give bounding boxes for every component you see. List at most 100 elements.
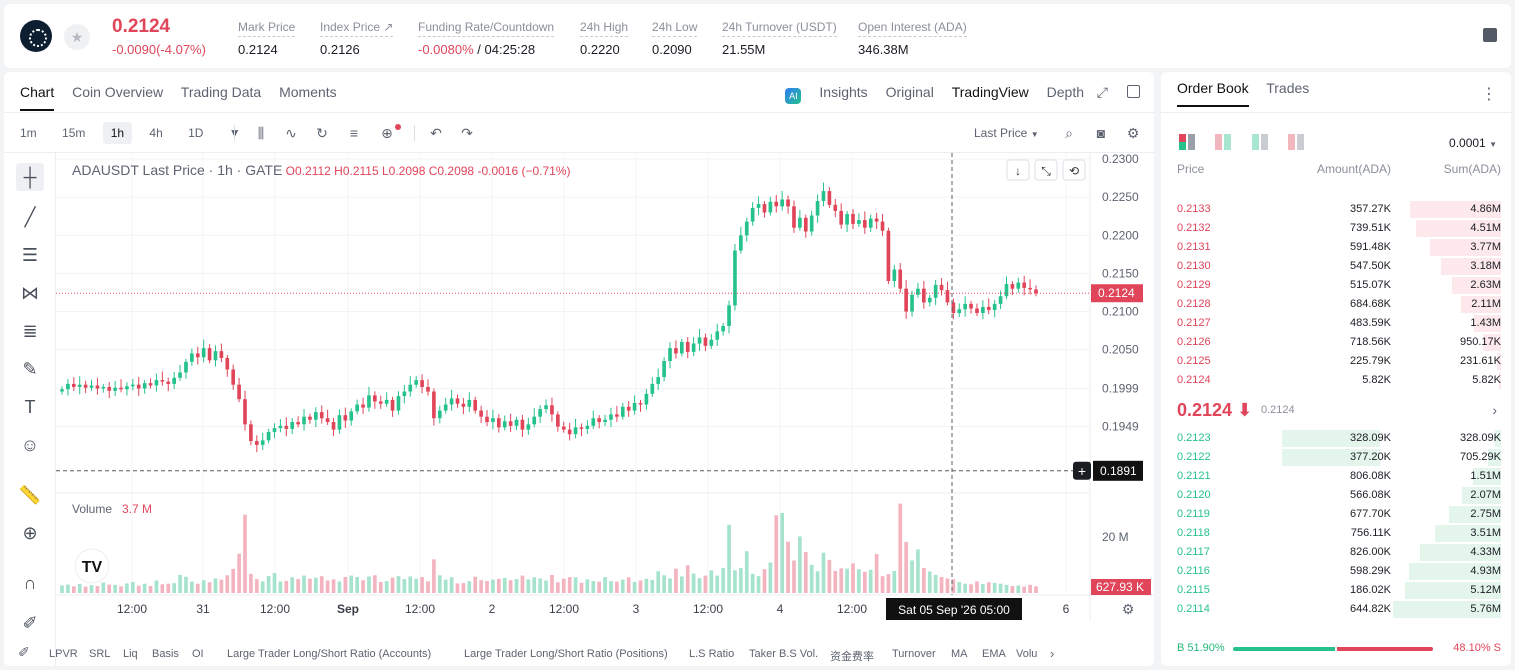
indicator-8[interactable]: Taker B.S Vol. (749, 648, 819, 660)
settings-gear-icon[interactable]: ⚙ (1126, 125, 1140, 141)
order-price: 0.2121 (1177, 470, 1211, 482)
tab-trades[interactable]: Trades (1266, 80, 1310, 96)
bid-row[interactable]: 0.2120 566.08K 2.07M (1161, 486, 1511, 505)
ask-row[interactable]: 0.2131 591.48K 3.77M (1161, 238, 1511, 257)
bid-row[interactable]: 0.2115 186.02K 5.12M (1161, 581, 1511, 600)
bids-mode-icon[interactable] (1251, 134, 1268, 150)
tab-trading-data[interactable]: Trading Data (180, 84, 262, 100)
add-indicator-icon[interactable]: ⊕ (381, 125, 393, 141)
candle-body (508, 421, 513, 426)
volume-bar (249, 573, 253, 593)
indicators-icon[interactable]: ∿ (285, 125, 297, 141)
indicator-11[interactable]: MA (951, 648, 968, 660)
horizontal-lines-icon[interactable]: ☰ (21, 245, 39, 265)
search-icon[interactable]: ⌕ (1065, 125, 1073, 141)
indicator-12[interactable]: EMA (982, 648, 1006, 660)
stat-mark-price[interactable]: Mark Price 0.2124 (238, 20, 296, 57)
insights-button[interactable]: AI Insights (771, 84, 868, 104)
fib-icon[interactable]: ≣ (22, 321, 38, 341)
window-icon[interactable] (1127, 85, 1140, 98)
bid-row[interactable]: 0.2121 806.08K 1.51M (1161, 467, 1511, 486)
redo-icon[interactable]: ↷ (461, 125, 473, 141)
replay-icon[interactable]: ↻ (316, 125, 328, 141)
indicator-3[interactable]: Basis (152, 648, 179, 660)
bid-row[interactable]: 0.2122 377.20K 705.29K (1161, 448, 1511, 467)
bid-row[interactable]: 0.2118 756.11K 3.51M (1161, 524, 1511, 543)
notebook-icon[interactable] (1483, 28, 1497, 42)
timeframe-1d[interactable]: 1D (188, 126, 204, 140)
undo-icon[interactable]: ↶ (430, 125, 442, 141)
zoom-in-icon[interactable]: ⊕ (22, 523, 38, 543)
ask-row[interactable]: 0.2130 547.50K 3.18M (1161, 257, 1511, 276)
tab-moments[interactable]: Moments (279, 84, 337, 100)
mixed-mode-icon[interactable] (1215, 134, 1232, 150)
timeframe-4h[interactable]: 4h (149, 126, 163, 140)
timeframe-15m[interactable]: 15m (62, 126, 86, 140)
indicator-7[interactable]: L.S Ratio (689, 648, 735, 660)
chevron-right-icon[interactable]: › (1492, 402, 1497, 418)
indicator-10[interactable]: Turnover (892, 648, 936, 660)
bid-row[interactable]: 0.2116 598.29K 4.93M (1161, 562, 1511, 581)
crosshair-icon[interactable]: ┼ (16, 163, 44, 191)
timeframe-1h[interactable]: 1h (102, 122, 133, 144)
stat-index-price[interactable]: Index Price ↗ 0.2126 (320, 20, 394, 57)
more-options-icon[interactable]: ⋮ (1481, 86, 1497, 103)
edit-indicators-icon[interactable]: ✐ (18, 644, 30, 660)
scroll-right-icon[interactable]: › (1050, 646, 1055, 661)
tab-coin-overview[interactable]: Coin Overview (72, 84, 164, 100)
ask-row[interactable]: 0.2132 739.51K 4.51M (1161, 219, 1511, 238)
tab-order-book[interactable]: Order Book (1177, 80, 1249, 107)
brush-icon[interactable]: ✎ (22, 359, 38, 379)
candle-type-icon[interactable]: ⫼ (257, 125, 265, 141)
expand-icon[interactable]: ⤢ (1096, 84, 1108, 100)
view-original[interactable]: Original (885, 84, 934, 100)
bid-row[interactable]: 0.2123 328.09K 328.09K (1161, 429, 1511, 448)
indicator-2[interactable]: Liq (123, 648, 138, 660)
indicator-6[interactable]: Large Trader Long/Short Ratio (Positions… (464, 648, 668, 660)
indicator-9[interactable]: 资金费率 (830, 651, 874, 663)
price-type-select[interactable]: Last Price ▼ (974, 126, 1039, 140)
indicator-4[interactable]: OI (192, 648, 204, 660)
ask-row[interactable]: 0.2128 684.68K 2.11M (1161, 295, 1511, 314)
magnet-icon[interactable]: ∩ (23, 573, 37, 593)
both-sides-mode-icon[interactable] (1179, 134, 1195, 150)
bid-row[interactable]: 0.2114 644.82K 5.76M (1161, 600, 1511, 619)
indicator-1[interactable]: SRL (89, 648, 111, 660)
stat-funding-rate[interactable]: Funding Rate/Countdown -0.0080% / 04:25:2… (418, 20, 555, 57)
emoji-icon[interactable]: ☺ (20, 435, 40, 455)
indicator-13[interactable]: Volu (1016, 648, 1038, 660)
ask-row[interactable]: 0.2124 5.82K 5.82K (1161, 371, 1511, 390)
indicator-0[interactable]: LPVR (49, 648, 78, 660)
ruler-icon[interactable]: 📏 (18, 485, 42, 505)
tab-chart[interactable]: Chart (20, 84, 55, 111)
indicator-5[interactable]: Large Trader Long/Short Ratio (Accounts) (227, 648, 432, 660)
precision-select[interactable]: 0.0001 ▼ (1449, 136, 1497, 150)
candle-body (1022, 282, 1027, 288)
price-chart[interactable]: 0.2300 0.2250 0.2200 0.2150 0.2100 0.2050 0.19… (56, 153, 1154, 620)
pattern-icon[interactable]: ⋈ (21, 283, 39, 303)
crosshair-price-label: 0.1891 (1100, 464, 1137, 478)
volume-bar (284, 580, 289, 593)
templates-icon[interactable]: ≡ (349, 125, 359, 141)
ask-row[interactable]: 0.2133 357.27K 4.86M (1161, 200, 1511, 219)
bid-row[interactable]: 0.2119 677.70K 2.75M (1161, 505, 1511, 524)
timeframe-1m[interactable]: 1m (20, 126, 37, 140)
candle-body (609, 414, 613, 420)
ask-row[interactable]: 0.2127 483.59K 1.43M (1161, 314, 1511, 333)
ask-row[interactable]: 0.2126 718.56K 950.17K (1161, 333, 1511, 352)
candle-body (66, 383, 70, 390)
text-tool-icon[interactable]: T (24, 397, 36, 417)
camera-icon[interactable]: ◙ (1096, 125, 1106, 141)
ask-row[interactable]: 0.2125 225.79K 231.61K (1161, 352, 1511, 371)
pencil-lock-icon[interactable]: ✐ (22, 613, 38, 633)
order-sum: 231.61K (1460, 355, 1501, 367)
bid-row[interactable]: 0.2117 826.00K 4.33M (1161, 543, 1511, 562)
favorite-star-icon[interactable]: ★ (64, 24, 90, 50)
trend-line-icon[interactable]: ╱ (24, 207, 36, 227)
asks-mode-icon[interactable] (1288, 134, 1305, 150)
ask-row[interactable]: 0.2129 515.07K 2.63M (1161, 276, 1511, 295)
stat-open-interest[interactable]: Open Interest (ADA) 346.38M (858, 20, 967, 57)
stat-24h-turnover[interactable]: 24h Turnover (USDT) 21.55M (722, 20, 837, 57)
view-depth[interactable]: Depth (1046, 84, 1084, 100)
view-tradingview[interactable]: TradingView (951, 84, 1029, 100)
